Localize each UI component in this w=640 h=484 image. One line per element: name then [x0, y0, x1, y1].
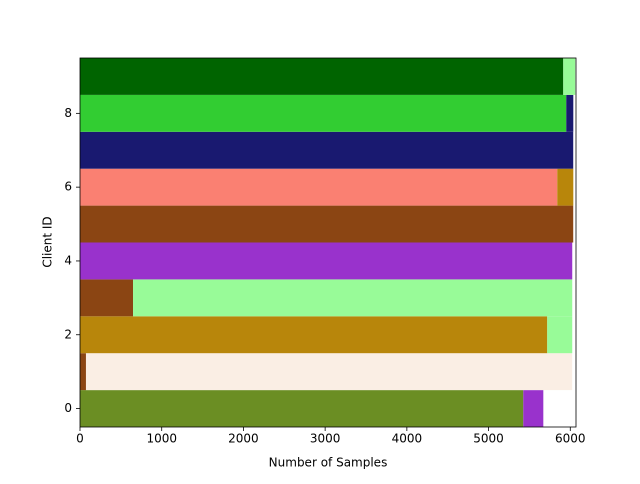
x-tick-label: 2000	[228, 432, 259, 446]
x-tick-label: 1000	[146, 432, 177, 446]
bar-segment	[80, 94, 567, 132]
x-tick-label: 4000	[392, 432, 423, 446]
x-tick-label: 5000	[473, 432, 504, 446]
bar-segment	[80, 390, 524, 427]
y-axis-label: Client ID	[41, 216, 55, 267]
x-tick-label: 6000	[555, 432, 586, 446]
y-tick-label: 8	[64, 106, 72, 120]
bar-segment	[80, 353, 86, 391]
bar-segment	[547, 316, 573, 354]
bar-segment	[563, 58, 576, 95]
y-tick-label: 0	[64, 401, 72, 415]
bar-segment	[80, 58, 564, 95]
bar-segment	[80, 205, 574, 243]
bar-segment	[85, 353, 573, 391]
x-tick-label: 3000	[310, 432, 341, 446]
bar-segment	[566, 94, 574, 132]
y-tick-label: 4	[64, 253, 72, 267]
bar-segment	[80, 279, 134, 317]
plot-frame	[79, 57, 577, 428]
bar-segment	[80, 242, 573, 280]
bar-segment	[133, 279, 573, 317]
x-axis-label: Number of Samples	[269, 456, 388, 470]
bar-segment	[80, 316, 548, 354]
bar-segment	[80, 131, 574, 169]
y-tick-label: 2	[64, 327, 72, 341]
bar-segment	[557, 168, 574, 206]
bar-segment	[523, 390, 544, 427]
x-tick-label: 0	[76, 432, 84, 446]
bar-segment	[80, 168, 558, 206]
y-tick-label: 6	[64, 180, 72, 194]
